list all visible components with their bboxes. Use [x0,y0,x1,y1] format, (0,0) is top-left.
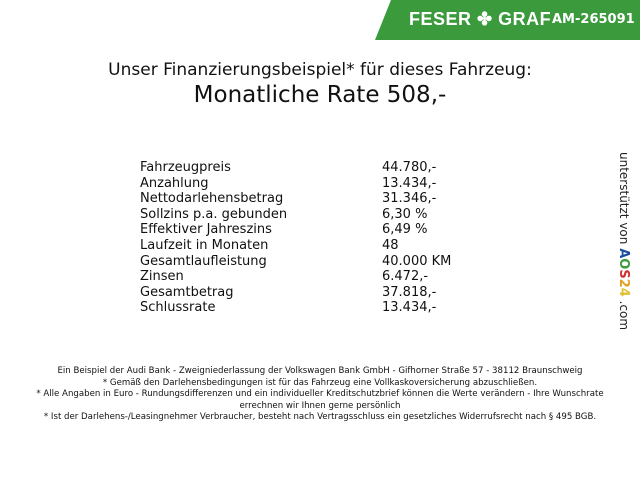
row-value: 13.434,- [382,300,437,316]
row-label: Nettodarlehensbetrag [140,191,284,207]
aos24-logo: AOS24 [616,248,631,297]
clover-icon: ✤ [477,9,493,29]
sponsor-domain: .com [617,300,631,331]
table-row: Zinsen 6.472,- [140,269,460,285]
row-label: Laufzeit in Monaten [140,237,269,253]
table-row: Nettodarlehensbetrag 31.346,- [140,191,460,207]
legal-footer: Ein Beispiel der Audi Bank - Zweignieder… [30,366,610,424]
footer-line: * Gemäß den Darlehensbedingungen ist für… [102,377,538,388]
row-value: 6,49 % [382,222,428,238]
footer-line: Ein Beispiel der Audi Bank - Zweignieder… [57,366,583,376]
row-value: 6.472,- [382,269,429,285]
dealer-banner: FESER ✤ GRAF AM-265091 [375,0,640,40]
sponsor-text: unterstützt von AOS24 .com [616,152,631,330]
row-value: 44.780,- [382,160,437,175]
table-row: Gesamtbetrag 37.818,- [140,285,460,301]
row-value: 48 [382,237,399,253]
footer-line: * Alle Angaben in Euro - Rundungsdiffere… [36,389,604,411]
table-row: Effektiver Jahreszins 6,49 % [140,222,460,238]
vehicle-code: AM-265091 [552,12,635,27]
table-row: Gesamtlaufleistung 40.000 KM [140,254,460,270]
row-value: 37.818,- [382,284,437,300]
table-row: Anzahlung 13.434,- [140,176,460,192]
finance-heading: Unser Finanzierungsbeispiel* für dieses … [108,60,532,80]
table-row: Fahrzeugpreis 44.780,- [140,160,460,176]
table-row: Sollzins p.a. gebunden 6,30 % [140,207,460,223]
row-label: Zinsen [140,269,184,285]
monthly-rate: Monatliche Rate 508,- [193,82,447,108]
table-row: Laufzeit in Monaten 48 [140,238,460,254]
dealer-logo: FESER ✤ GRAF [409,9,552,29]
table-row: Schlussrate 13.434,- [140,300,460,316]
row-label: Fahrzeugpreis [140,160,231,175]
row-label: Sollzins p.a. gebunden [140,206,288,222]
row-value: 40.000 KM [382,253,452,269]
row-label: Schlussrate [140,300,216,316]
row-label: Gesamtbetrag [140,284,234,300]
row-value: 6,30 % [382,206,428,222]
finance-table: Fahrzeugpreis 44.780,- Anzahlung 13.434,- Ne… [140,160,460,316]
sponsor-label: unterstützt von [617,152,631,245]
row-label: Anzahlung [140,175,209,191]
row-value: 13.434,- [382,175,437,191]
row-label: Effektiver Jahreszins [140,222,272,238]
row-label: Gesamtlaufleistung [140,253,267,269]
footer-line: * Ist der Darlehens-/Leasingnehmer Verbr… [43,412,597,422]
row-value: 31.346,- [382,191,437,207]
